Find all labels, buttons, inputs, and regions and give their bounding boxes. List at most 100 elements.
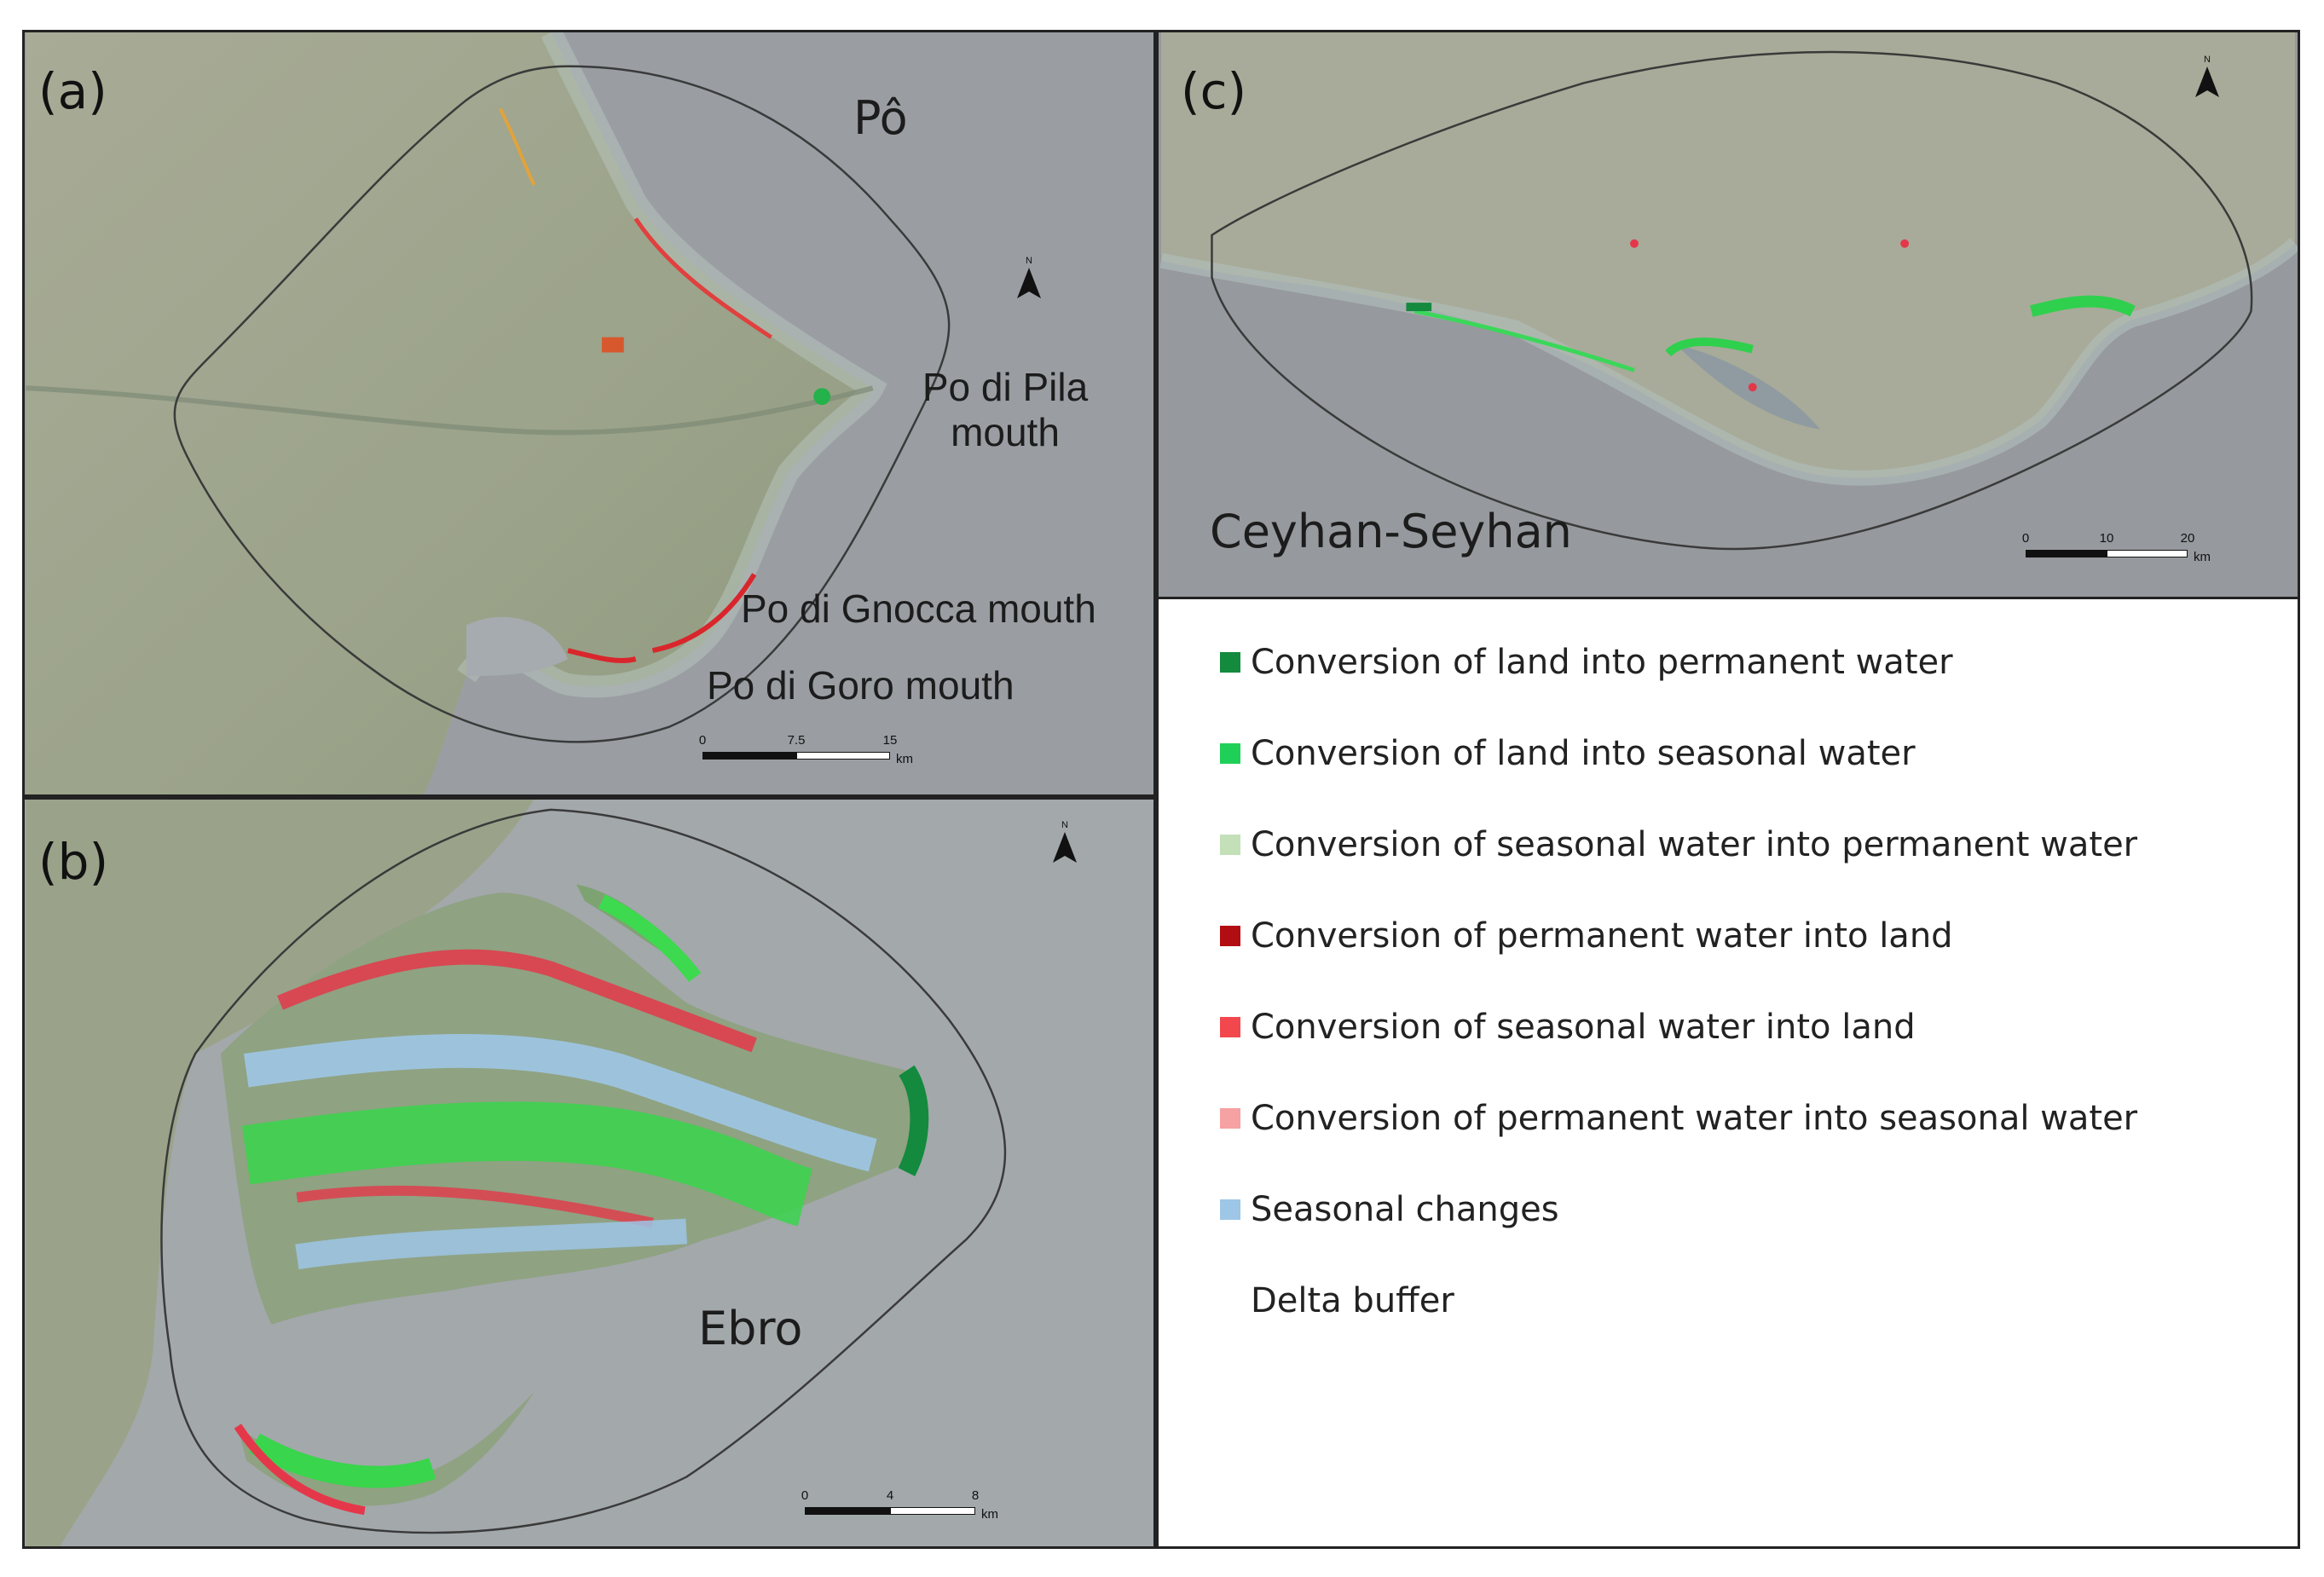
place-label-ceyhan-seyhan: Ceyhan-Seyhan [1210, 505, 1572, 558]
legend-label: Conversion of seasonal water into land [1251, 1008, 1916, 1047]
ebro-delta-map [26, 800, 1153, 1546]
legend-label: Conversion of land into seasonal water [1251, 734, 1916, 773]
po-change-patches [498, 107, 831, 663]
legend-item-land-to-permanent-water: Conversion of land into permanent water [1220, 637, 1953, 688]
ebro-change-patches [234, 894, 929, 1516]
po-coast-shallows [457, 32, 887, 698]
north-letter: N [1026, 256, 1032, 266]
map-panel-ebro: (b) Ebro N 0 4 8 km [22, 797, 1156, 1549]
legend-item-permanent-water-to-land: Conversion of permanent water into land [1220, 910, 1953, 962]
scale-segment-white [890, 1507, 975, 1515]
legend-item-seasonal-changes: Seasonal changes [1220, 1184, 1559, 1235]
scale-tick: 4 [886, 1488, 894, 1503]
scale-segment-black [805, 1507, 890, 1515]
ceyhan-red-spot-1 [1630, 239, 1639, 248]
legend-label: Conversion of land into permanent water [1251, 643, 1953, 682]
po-river [26, 385, 874, 436]
po-change-orange-inland [601, 337, 624, 353]
scale-unit: km [981, 1507, 998, 1522]
po-change-green-pila [813, 388, 831, 406]
po-delta-map [26, 32, 1153, 794]
legend-label: Conversion of permanent water into seaso… [1251, 1099, 2138, 1138]
scale-bar-c: 0 10 20 km [2021, 531, 2260, 582]
map-panel-po: (a) Pô Po di Pila mouth Po di Gnocca mou… [22, 30, 1156, 797]
legend-item-seasonal-to-permanent-water: Conversion of seasonal water into perman… [1220, 819, 2137, 870]
legend-label: Conversion of seasonal water into perman… [1251, 825, 2138, 864]
legend-item-delta-buffer: Delta buffer [1220, 1275, 1454, 1326]
place-label-po-di-gnocca: Po di Gnocca mouth [741, 586, 1096, 631]
place-label-po: Pô [853, 91, 908, 145]
ebro-red-band-north [277, 949, 757, 1053]
ceyhan-seyhan-delta-map [1159, 32, 2298, 597]
ebro-seasonal-band [243, 1034, 877, 1172]
legend-item-land-to-seasonal-water: Conversion of land into seasonal water [1220, 728, 1916, 779]
scale-bar-a: 0 7.5 15 km [698, 733, 928, 784]
map-panel-ceyhan-seyhan: (c) Ceyhan-Seyhan N 0 10 20 km [1156, 30, 2300, 599]
ceyhan-delta-buffer [1211, 50, 2253, 551]
scale-tick: 20 [2180, 531, 2195, 546]
po-change-red-coast [633, 217, 772, 339]
scale-tick: 10 [2099, 531, 2114, 546]
scale-segment-white [2107, 550, 2188, 557]
ceyhan-darkgreen-west [1406, 303, 1432, 312]
ebro-green-spit-north [598, 894, 702, 982]
place-label-po-di-pila: Po di Pila mouth [922, 365, 1089, 454]
map-legend: Conversion of land into permanent water … [1156, 599, 2300, 1549]
panel-label-b: (b) [38, 833, 109, 891]
north-arrow-icon [1017, 268, 1041, 298]
place-label-ebro: Ebro [698, 1302, 803, 1355]
legend-swatch [1220, 1199, 1240, 1220]
scale-tick: 8 [971, 1488, 980, 1503]
legend-label: Seasonal changes [1251, 1190, 1559, 1229]
scale-segment-white [796, 752, 890, 760]
legend-label: Delta buffer [1251, 1281, 1454, 1320]
legend-swatch [1220, 743, 1240, 764]
legend-swatch-empty [1220, 1291, 1240, 1311]
scale-tick: 0 [2021, 531, 2030, 546]
north-arrow-b: N [1048, 820, 1082, 869]
north-arrow-a: N [1012, 256, 1046, 304]
po-change-red-south [651, 573, 757, 654]
ceyhan-green-lagoon-rim [1665, 338, 1754, 357]
ebro-mainland [26, 800, 535, 1546]
scale-tick: 7.5 [787, 733, 806, 748]
legend-swatch [1220, 652, 1240, 673]
scale-tick: 0 [698, 733, 707, 748]
po-change-orange [498, 107, 536, 186]
north-letter: N [2204, 55, 2211, 65]
panel-label-c: (c) [1181, 62, 1247, 120]
scale-unit: km [896, 752, 913, 766]
ebro-red-band-mid [296, 1185, 654, 1228]
panel-label-a: (a) [38, 62, 107, 120]
place-label-po-di-goro: Po di Goro mouth [707, 663, 1015, 708]
legend-swatch [1220, 926, 1240, 946]
ebro-seasonal-south [295, 1218, 688, 1270]
north-arrow-icon [2195, 66, 2219, 97]
ceyhan-change-patches [1406, 239, 2136, 392]
ceyhan-green-east [2030, 295, 2136, 317]
ebro-delta-buffer [160, 808, 1007, 1534]
ceyhan-land [1161, 32, 2295, 478]
scale-segment-black [702, 752, 796, 760]
scale-segment-black [2026, 550, 2107, 557]
ebro-green-spit-south [249, 1433, 436, 1488]
legend-item-seasonal-water-to-land: Conversion of seasonal water into land [1220, 1002, 1916, 1053]
ebro-darkgreen-cape [898, 1065, 929, 1176]
legend-swatch [1220, 1017, 1240, 1037]
legend-label: Conversion of permanent water into land [1251, 916, 1953, 956]
scale-unit: km [2194, 550, 2211, 564]
scale-bar-b: 0 4 8 km [801, 1488, 1031, 1539]
ceyhan-red-spot-3 [1748, 383, 1757, 392]
legend-swatch [1220, 835, 1240, 855]
po-change-red-goro [567, 648, 637, 663]
north-arrow-c: N [2190, 55, 2224, 103]
ebro-red-spit-south [234, 1424, 366, 1516]
scale-tick: 15 [882, 733, 898, 748]
north-arrow-icon [1053, 832, 1077, 863]
ceyhan-green-coast [1413, 309, 1635, 373]
po-land [26, 32, 873, 794]
ebro-green-band [241, 1101, 813, 1227]
legend-swatch [1220, 1108, 1240, 1129]
north-letter: N [1061, 820, 1068, 830]
legend-item-permanent-to-seasonal-water: Conversion of permanent water into seaso… [1220, 1093, 2137, 1144]
